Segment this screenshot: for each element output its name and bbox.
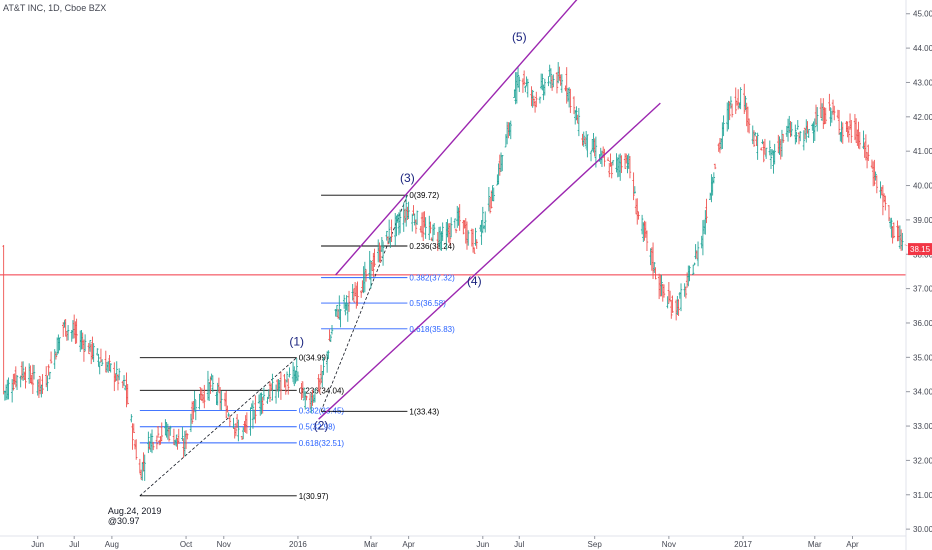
y-tick-label: 31.00 bbox=[913, 491, 932, 500]
x-tick-label: Nov bbox=[217, 540, 231, 549]
fib1-level-label: 1(30.97) bbox=[299, 492, 329, 501]
x-tick-label: Oct bbox=[180, 540, 193, 549]
x-tick-label: Jun bbox=[476, 540, 489, 549]
channel-line[interactable] bbox=[335, 0, 583, 276]
fib1-level-label: 0.236(34.04) bbox=[299, 386, 345, 395]
y-axis[interactable]: 30.00 31.00 32.00 33.00 34.00 35.00 36.00 37.00… bbox=[905, 0, 932, 550]
y-tick-label: 32.00 bbox=[913, 456, 932, 465]
y-tick-label: 35.00 bbox=[913, 353, 932, 362]
y-tick-label: 40.00 bbox=[913, 182, 932, 191]
annotation-date: Aug.24, 2019 bbox=[108, 506, 162, 516]
x-tick-label: Jul bbox=[514, 540, 524, 549]
y-tick-label: 30.00 bbox=[913, 525, 932, 534]
x-tick-label: 2016 bbox=[289, 540, 307, 549]
x-tick-label: Aug bbox=[105, 540, 119, 549]
fib1-level-label: 0(34.99) bbox=[299, 354, 329, 363]
price-bars bbox=[2, 62, 908, 481]
y-tick-label: 37.00 bbox=[913, 285, 932, 294]
x-tick-label: Mar bbox=[364, 540, 378, 549]
x-tick-label: 2017 bbox=[734, 540, 752, 549]
x-tick-label: Sep bbox=[588, 540, 603, 549]
fib2-level-label: 0.236(38.24) bbox=[409, 242, 455, 251]
fib-retracement-2[interactable]: 0(39.72) 0.236(38.24) 0.382(37.32) 0.5(36.5… bbox=[320, 191, 455, 416]
annotation-price: @30.97 bbox=[108, 516, 140, 526]
wave-label: (3) bbox=[400, 171, 415, 185]
fib2-level-label: 0.382(37.32) bbox=[409, 274, 455, 283]
wave-label: (4) bbox=[467, 274, 482, 288]
y-tick-label: 41.00 bbox=[913, 147, 932, 156]
y-tick-label: 33.00 bbox=[913, 422, 932, 431]
wave-label: (1) bbox=[289, 334, 304, 348]
x-tick-label: Jul bbox=[69, 540, 79, 549]
last-price-label: 38.15 bbox=[910, 245, 931, 254]
trendlines[interactable] bbox=[318, 0, 661, 420]
y-tick-label: 44.00 bbox=[913, 44, 932, 53]
y-tick-label: 34.00 bbox=[913, 388, 932, 397]
wave-labels: (1) (2) (3) (4) (5) bbox=[289, 30, 526, 432]
x-tick-label: Nov bbox=[662, 540, 676, 549]
fib2-level-label: 1(33.43) bbox=[409, 407, 439, 416]
wave-label: (5) bbox=[512, 30, 527, 44]
x-axis[interactable]: Jun Jul Aug Oct Nov 2016 Mar Apr Jun Jul Sep Nov 201… bbox=[0, 535, 906, 549]
y-tick-label: 42.00 bbox=[913, 113, 932, 122]
x-tick-label: Jun bbox=[31, 540, 44, 549]
x-tick-label: Apr bbox=[846, 540, 859, 549]
wave-label: (2) bbox=[314, 418, 329, 432]
fib2-level-label: 0.618(35.83) bbox=[409, 325, 455, 334]
fib1-level-label: 0.618(32.51) bbox=[299, 439, 345, 448]
channel-line[interactable] bbox=[318, 102, 661, 420]
symbol-title: AT&T INC, 1D, Cboe BZX bbox=[3, 3, 106, 13]
fib2-level-label: 0.5(36.58) bbox=[409, 299, 446, 308]
x-tick-label: Mar bbox=[808, 540, 822, 549]
y-tick-label: 36.00 bbox=[913, 319, 932, 328]
fib2-level-label: 0(39.72) bbox=[409, 191, 439, 200]
last-price-tag[interactable] bbox=[908, 243, 932, 256]
x-tick-label: Apr bbox=[402, 540, 415, 549]
y-tick-label: 45.00 bbox=[913, 10, 932, 19]
fib1-level-label: 0.5(32.98) bbox=[299, 423, 336, 432]
y-tick-label: 39.00 bbox=[913, 216, 932, 225]
y-tick-label: 43.00 bbox=[913, 78, 932, 87]
